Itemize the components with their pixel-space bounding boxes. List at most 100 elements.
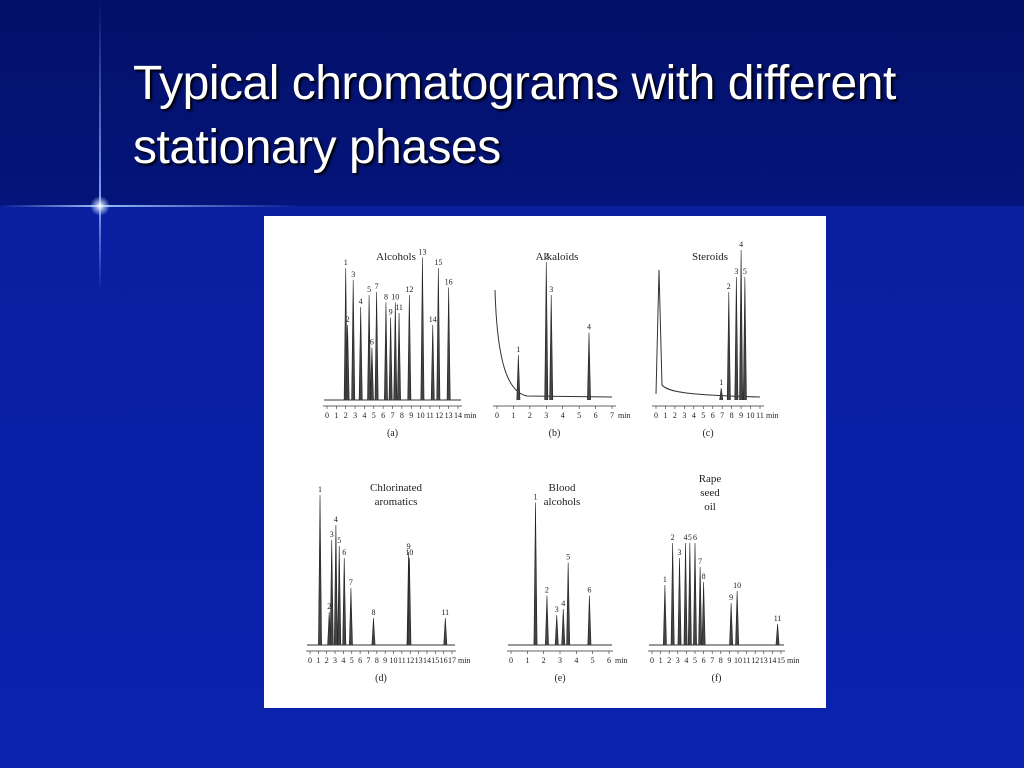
- tick-label: 0: [495, 411, 499, 420]
- tick-label: 3: [676, 656, 680, 665]
- tick-label: 15: [431, 656, 439, 665]
- tick-label: 8: [400, 411, 404, 420]
- peak-label: 3: [555, 605, 559, 614]
- peak-label: 14: [429, 315, 437, 324]
- tick-label: 7: [610, 411, 614, 420]
- peak-label: 12: [405, 285, 413, 294]
- tick-label: 6: [381, 411, 385, 420]
- tick-label: 3: [353, 411, 357, 420]
- peak: [333, 524, 338, 646]
- peak: [371, 617, 376, 646]
- slide-title: Typical chromatograms with different sta…: [133, 57, 896, 174]
- tick-label: 6: [358, 656, 362, 665]
- panel-title: alcohols: [544, 496, 581, 508]
- tick-label: 2: [542, 656, 546, 665]
- tick-label: 10: [390, 656, 398, 665]
- tick-label: 5: [577, 411, 581, 420]
- peak: [726, 291, 731, 401]
- tick-label: 7: [366, 656, 370, 665]
- peak: [349, 587, 353, 646]
- tick-label: 7: [710, 656, 714, 665]
- peak-label: 1: [663, 575, 667, 584]
- peak: [549, 294, 554, 401]
- peak: [446, 287, 451, 401]
- peak-label: 2: [727, 282, 731, 291]
- peak-label: 16: [445, 278, 453, 287]
- tick-label: 5: [693, 656, 697, 665]
- tick-label: 6: [711, 411, 715, 420]
- peak: [677, 557, 682, 646]
- tick-label: 5: [350, 656, 354, 665]
- tick-label: 9: [727, 656, 731, 665]
- panel-caption: (a): [387, 428, 398, 439]
- peak-label: 7: [375, 282, 379, 291]
- peak-label: 4: [334, 515, 338, 524]
- panel-title: Blood: [549, 482, 576, 494]
- tick-label: 14: [768, 656, 776, 665]
- panel-caption: (c): [702, 428, 713, 439]
- peak-label: 10: [733, 581, 741, 590]
- tick-label: 5: [372, 411, 376, 420]
- peak: [430, 324, 435, 401]
- peak-label: 2: [671, 533, 675, 542]
- axis-unit: min: [464, 411, 476, 420]
- tick-label: 8: [730, 411, 734, 420]
- tick-label: 3: [558, 656, 562, 665]
- tick-label: 5: [591, 656, 595, 665]
- peak: [566, 562, 571, 646]
- tick-label: 16: [440, 656, 448, 665]
- peak: [329, 539, 334, 646]
- tick-label: 13: [445, 411, 453, 420]
- peak: [384, 302, 388, 401]
- tick-label: 1: [316, 656, 320, 665]
- peak: [374, 291, 379, 401]
- decor-star: [90, 196, 110, 216]
- panel-title: seed: [700, 487, 720, 499]
- panel-caption: (e): [554, 673, 565, 684]
- tick-label: 8: [719, 656, 723, 665]
- peak: [393, 302, 398, 401]
- peak-label: 11: [395, 303, 403, 312]
- tick-label: 1: [659, 656, 663, 665]
- decor-line: [0, 205, 300, 207]
- tick-label: 3: [544, 411, 548, 420]
- peak: [345, 324, 350, 401]
- peak-label: 4: [587, 323, 591, 332]
- panel-caption: (b): [549, 428, 561, 439]
- tick-label: 11: [756, 411, 764, 420]
- tick-label: 5: [701, 411, 705, 420]
- panel-caption: (d): [375, 673, 387, 684]
- peak: [775, 623, 780, 646]
- peak-label: 1: [719, 378, 723, 387]
- peak: [698, 566, 703, 646]
- peak: [436, 267, 441, 401]
- peak: [735, 590, 740, 646]
- tick-label: 10: [734, 656, 742, 665]
- axis-unit: min: [458, 656, 470, 665]
- peak: [351, 279, 356, 401]
- peak-label: 9: [407, 542, 411, 551]
- tick-label: 0: [308, 656, 312, 665]
- peak-label: 1: [344, 258, 348, 267]
- tick-label: 4: [684, 656, 688, 665]
- peak-label: 5: [688, 533, 692, 542]
- peak: [397, 312, 401, 401]
- tick-label: 3: [333, 656, 337, 665]
- peak-label: 3: [734, 267, 738, 276]
- tick-label: 9: [409, 411, 413, 420]
- peak-label: 2: [346, 315, 350, 324]
- peak-label: 4: [561, 599, 565, 608]
- tick-label: 11: [398, 656, 406, 665]
- tick-label: 9: [739, 411, 743, 420]
- peak: [420, 257, 425, 401]
- peak-label: 4: [684, 533, 688, 542]
- tick-label: 1: [511, 411, 515, 420]
- peak: [729, 602, 734, 646]
- tick-label: 15: [777, 656, 785, 665]
- peak-label: 5: [566, 553, 570, 562]
- panel-caption: (f): [712, 673, 722, 684]
- peak: [370, 347, 374, 401]
